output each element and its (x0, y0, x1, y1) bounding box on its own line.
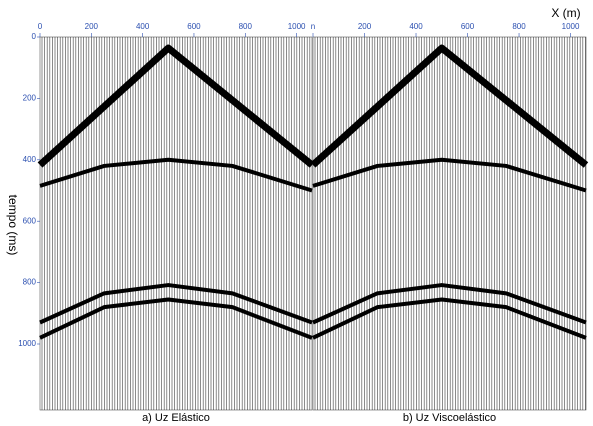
x-tick-label: 1000 (562, 22, 580, 31)
x-axis-label: X (m) (551, 6, 580, 20)
x-tick-label: 400 (409, 22, 423, 31)
x-tick-label: 400 (136, 22, 150, 31)
x-tick-label: 200 (85, 22, 99, 31)
y-tick-label: 1000 (18, 339, 36, 348)
y-tick-label: 800 (23, 278, 37, 287)
panel-caption: a) Uz Elástico (142, 412, 210, 424)
x-tick-label: 200 (358, 22, 372, 31)
y-tick-label: 0 (32, 32, 37, 41)
y-tick-label: 600 (23, 216, 37, 225)
panel-caption: b) Uz Viscoelástico (403, 412, 496, 424)
x-tick-label: n (311, 22, 315, 31)
x-tick-label: 600 (187, 22, 201, 31)
y-tick-label: 200 (23, 94, 37, 103)
x-tick-label: 1000 (288, 22, 306, 31)
x-tick-label: 800 (512, 22, 526, 31)
x-tick-label: 0 (38, 22, 43, 31)
chart: X (m) tempo (ms) 0 200 400 600 800 1000 0 200 40… (0, 0, 593, 426)
x-tick-label: 800 (239, 22, 253, 31)
x-tick-label: 600 (461, 22, 475, 31)
y-tick-label: 400 (23, 155, 37, 164)
y-axis-label: tempo (ms) (6, 195, 20, 256)
